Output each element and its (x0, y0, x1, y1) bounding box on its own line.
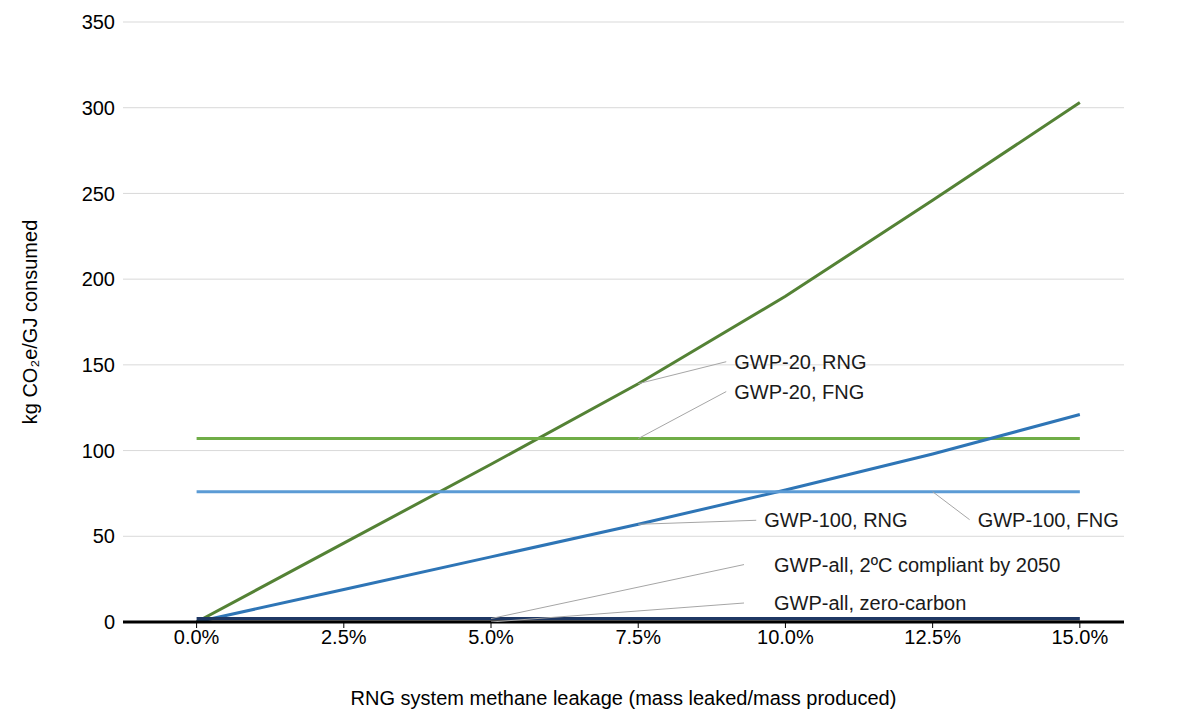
svg-text:7.5%: 7.5% (615, 626, 661, 648)
svg-text:kg CO₂e/GJ consumed: kg CO₂e/GJ consumed (19, 220, 41, 425)
svg-text:250: 250 (82, 183, 115, 205)
svg-text:5.0%: 5.0% (468, 626, 514, 648)
svg-text:GWP-all, 2ºC compliant by 2050: GWP-all, 2ºC compliant by 2050 (774, 554, 1060, 576)
svg-text:GWP-100, FNG: GWP-100, FNG (978, 509, 1119, 531)
svg-text:200: 200 (82, 268, 115, 290)
svg-text:0.0%: 0.0% (174, 626, 220, 648)
svg-text:GWP-20, FNG: GWP-20, FNG (734, 381, 864, 403)
svg-text:12.5%: 12.5% (904, 626, 961, 648)
svg-text:15.0%: 15.0% (1051, 626, 1108, 648)
svg-text:300: 300 (82, 97, 115, 119)
svg-text:0: 0 (104, 611, 115, 633)
svg-text:RNG system methane leakage (ma: RNG system methane leakage (mass leaked/… (351, 687, 897, 709)
svg-text:350: 350 (82, 11, 115, 33)
svg-text:GWP-100, RNG: GWP-100, RNG (764, 509, 907, 531)
svg-text:2.5%: 2.5% (321, 626, 367, 648)
svg-text:10.0%: 10.0% (757, 626, 814, 648)
svg-text:150: 150 (82, 354, 115, 376)
svg-text:GWP-all, zero-carbon: GWP-all, zero-carbon (774, 592, 966, 614)
svg-text:50: 50 (93, 525, 115, 547)
svg-text:GWP-20, RNG: GWP-20, RNG (734, 351, 866, 373)
svg-text:100: 100 (82, 440, 115, 462)
